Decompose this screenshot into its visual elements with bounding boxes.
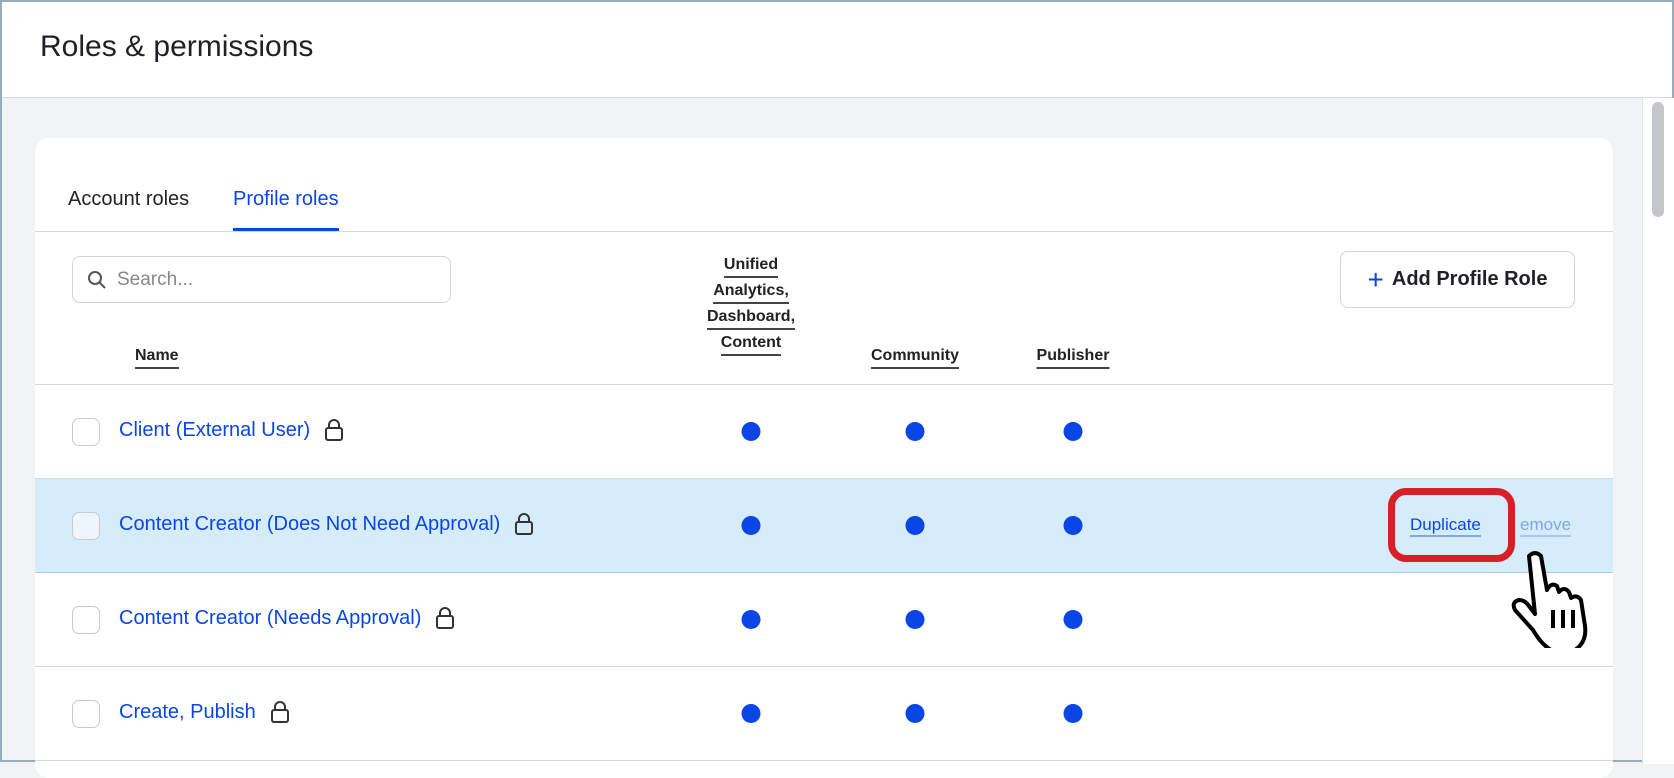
permission-dot bbox=[741, 422, 761, 441]
row-checkbox[interactable] bbox=[72, 606, 100, 634]
permission-dot bbox=[1063, 516, 1083, 535]
page-header: Roles & permissions bbox=[2, 2, 1672, 98]
scrollbar-thumb[interactable] bbox=[1652, 102, 1664, 217]
role-name-link[interactable]: Create, Publish bbox=[119, 700, 290, 724]
annotation-highlight-box bbox=[1388, 488, 1515, 562]
table-row[interactable]: Create, Publish bbox=[35, 667, 1613, 761]
permission-dot bbox=[1063, 704, 1083, 723]
role-name-link[interactable]: Client (External User) bbox=[119, 418, 344, 442]
hand-pointer-cursor-icon bbox=[1511, 551, 1588, 648]
header-divider bbox=[35, 384, 1613, 385]
search-input[interactable] bbox=[117, 268, 417, 291]
column-header-community[interactable]: Community bbox=[871, 343, 959, 369]
duplicate-link[interactable]: Duplicate bbox=[1410, 515, 1481, 537]
add-profile-role-label: Add Profile Role bbox=[1391, 268, 1548, 290]
search-field[interactable] bbox=[72, 256, 451, 303]
page-title: Roles & permissions bbox=[40, 30, 314, 63]
lock-icon bbox=[436, 607, 455, 629]
permission-dot bbox=[905, 422, 925, 441]
roles-card: Account roles Profile roles + Add Profile… bbox=[35, 138, 1613, 778]
table-row[interactable]: Content Creator (Does Not Need Approval)… bbox=[35, 479, 1613, 573]
tab-profile-roles[interactable]: Profile roles bbox=[233, 188, 339, 231]
row-checkbox[interactable] bbox=[72, 700, 100, 728]
search-icon bbox=[88, 270, 106, 289]
permission-dot bbox=[1063, 422, 1083, 441]
remove-link[interactable]: emove bbox=[1520, 515, 1572, 537]
lock-icon bbox=[325, 419, 344, 441]
row-checkbox[interactable] bbox=[72, 418, 100, 446]
add-profile-role-button[interactable]: + Add Profile Role bbox=[1340, 251, 1575, 308]
tabs-divider bbox=[35, 231, 1613, 232]
permission-dot bbox=[741, 516, 761, 535]
tab-account-roles[interactable]: Account roles bbox=[68, 188, 190, 210]
permission-dot bbox=[905, 516, 925, 535]
row-checkbox[interactable] bbox=[72, 512, 100, 540]
table-row[interactable]: Content Creator (Needs Approval) bbox=[35, 573, 1613, 667]
lock-icon bbox=[270, 701, 289, 723]
column-header-publisher[interactable]: Publisher bbox=[1036, 343, 1110, 369]
role-name-link[interactable]: Content Creator (Needs Approval) bbox=[119, 606, 455, 630]
permission-dot bbox=[905, 610, 925, 629]
role-name-link[interactable]: Content Creator (Does Not Need Approval) bbox=[119, 512, 534, 536]
plus-icon: + bbox=[1367, 263, 1384, 295]
permission-dot bbox=[1063, 610, 1083, 629]
lock-icon bbox=[515, 513, 534, 535]
permission-dot bbox=[741, 610, 761, 629]
column-header-name[interactable]: Name bbox=[135, 343, 179, 369]
permission-dot bbox=[741, 704, 761, 723]
permission-dot bbox=[905, 704, 925, 723]
table-row[interactable]: Client (External User) bbox=[35, 385, 1613, 479]
scrollbar[interactable] bbox=[1642, 98, 1674, 764]
column-header-unified-analytics[interactable]: Unified Analytics, Dashboard, Content bbox=[706, 252, 796, 356]
